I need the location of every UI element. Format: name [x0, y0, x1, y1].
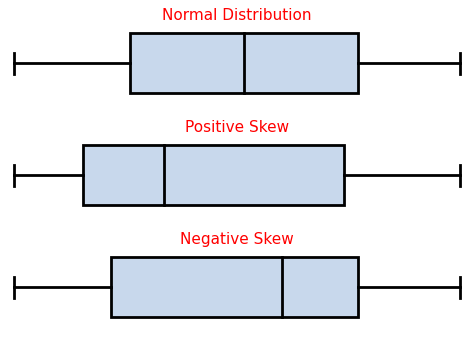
Bar [130, 33, 358, 93]
Bar [111, 257, 358, 317]
Bar [83, 145, 344, 205]
Text: Negative Skew: Negative Skew [180, 232, 294, 247]
Text: Normal Distribution: Normal Distribution [162, 8, 312, 23]
Text: Positive Skew: Positive Skew [185, 120, 289, 135]
